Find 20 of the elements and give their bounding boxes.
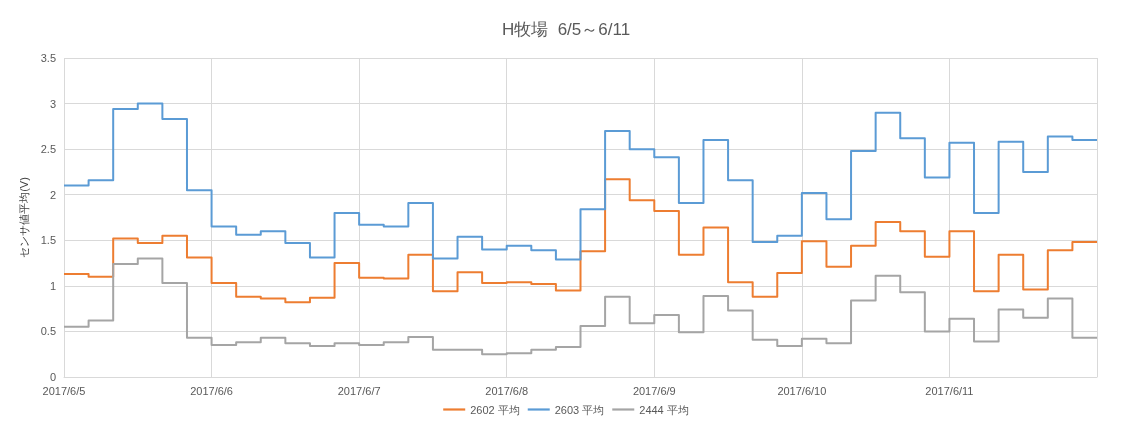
y-tick-label: 0 [49, 371, 56, 383]
legend-label: 2603 平均 [554, 403, 605, 416]
x-tick-label: 2017/6/7 [337, 384, 381, 397]
y-tick-label: 3.5 [40, 52, 56, 64]
x-tick-label: 2017/6/9 [632, 384, 676, 397]
y-tick-label: 2.5 [40, 143, 56, 156]
y-tick-label: 3 [49, 97, 56, 110]
y-tick-label: 2 [49, 188, 56, 201]
y-tick-label: 1 [49, 279, 56, 292]
x-tick-label: 2017/6/10 [777, 384, 827, 397]
x-tick-label: 2017/6/11 [925, 384, 974, 397]
chart-title: H牧場 6/5～6/11 [501, 20, 631, 39]
y-tick-label: 1.5 [40, 234, 56, 247]
x-tick-label: 2017/6/6 [190, 384, 233, 397]
x-tick-label: 2017/6/8 [485, 384, 529, 397]
legend-label: 2444 平均 [639, 403, 689, 416]
y-tick-label: 0.5 [40, 325, 56, 338]
x-tick-label: 2017/6/5 [42, 384, 86, 397]
legend-label: 2602 平均 [470, 403, 520, 416]
y-axis-title: センサ値平均(V) [18, 177, 31, 258]
